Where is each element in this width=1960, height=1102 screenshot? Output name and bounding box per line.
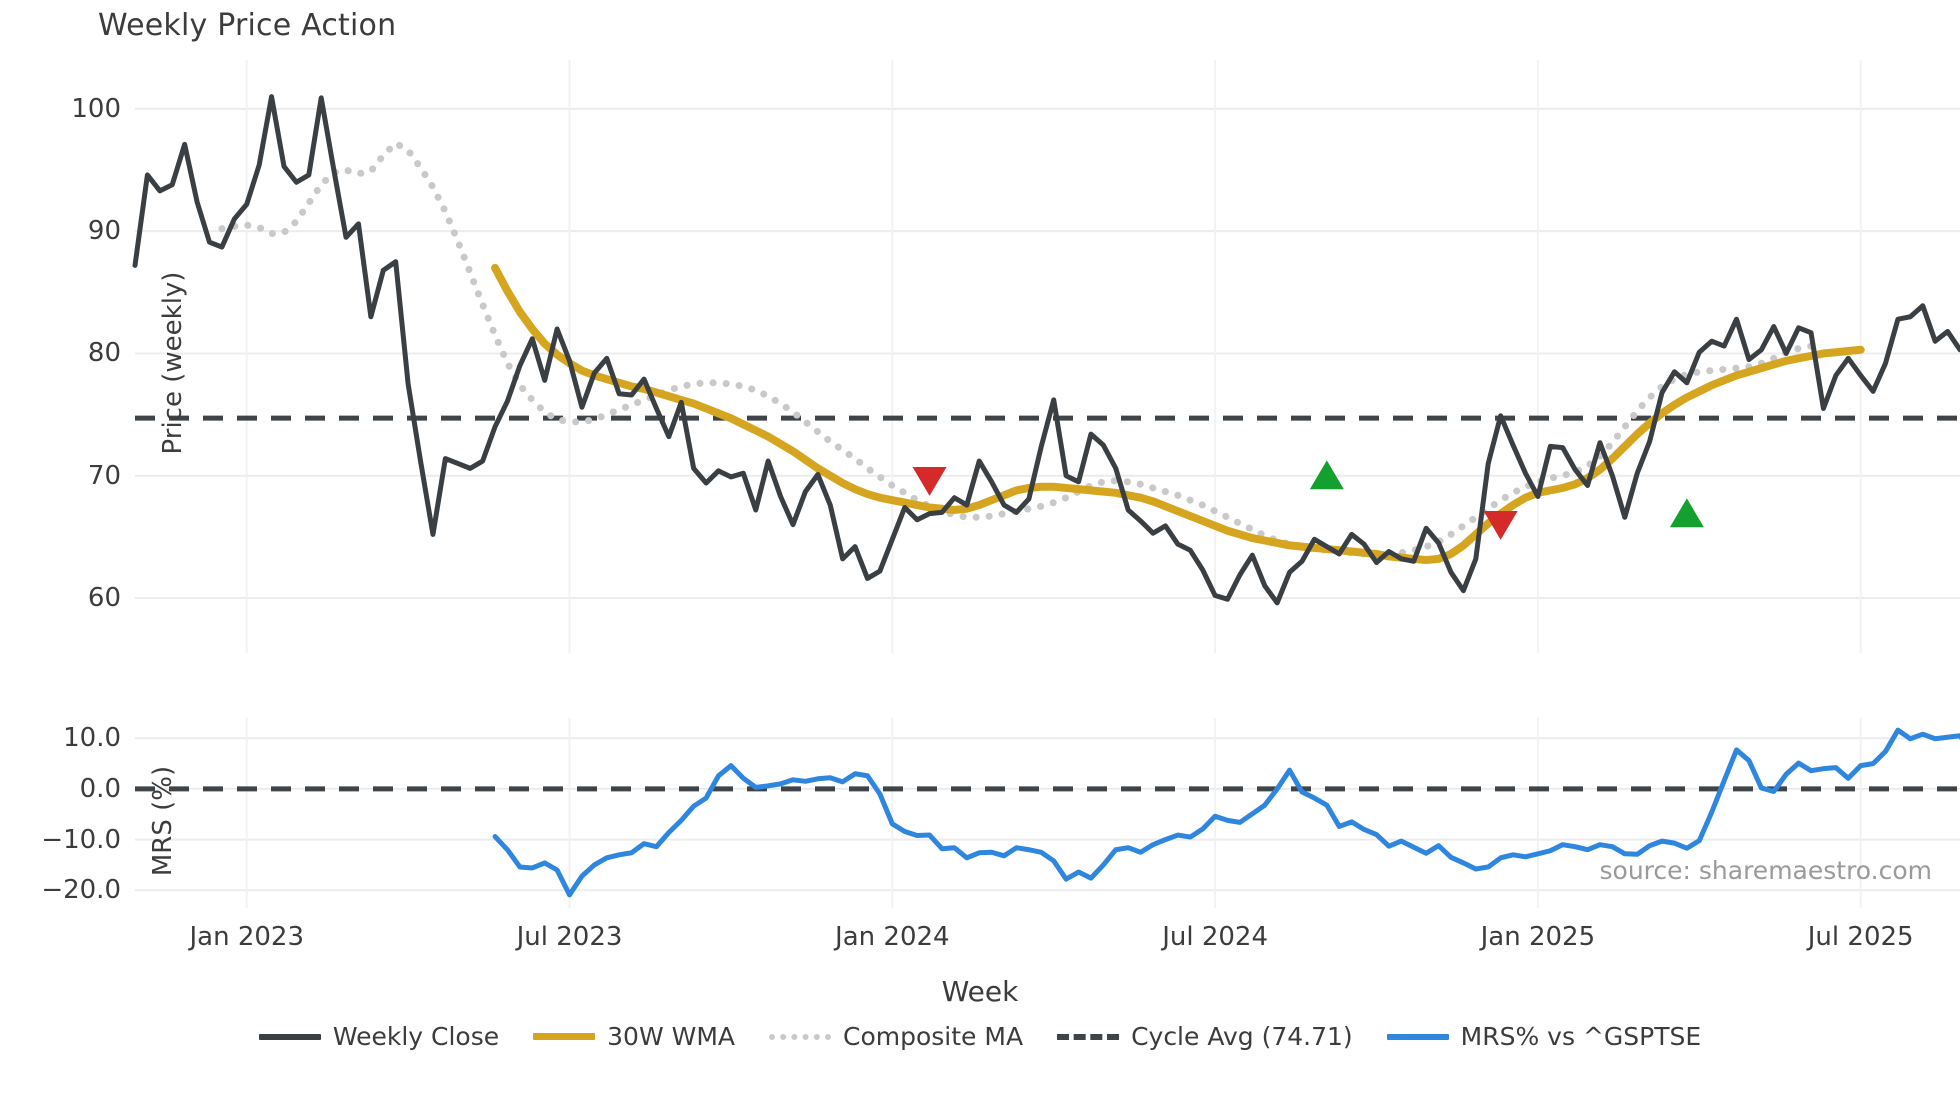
price-chart-panel: Price (weekly) 60 70 80 90 100	[71, 60, 1960, 653]
legend-swatch-icon	[1057, 1033, 1120, 1040]
legend-item[interactable]: Weekly Close	[258, 1022, 500, 1051]
price-axis-title: Price (weekly)	[158, 271, 188, 455]
legend-swatch-icon	[258, 1033, 321, 1040]
x-tick-label: Jan 2025	[1480, 922, 1596, 952]
legend-label: MRS% vs ^GSPTSE	[1460, 1022, 1702, 1051]
y-tick-label: 60	[87, 582, 121, 613]
x-tick-label: Jan 2023	[189, 922, 304, 952]
legend-label: 30W WMA	[607, 1022, 736, 1051]
legend-swatch-icon	[769, 1033, 832, 1040]
mrs-plot-area	[135, 718, 1960, 908]
legend-swatch-icon	[1386, 1033, 1449, 1040]
mrs-axis-title: MRS (%)	[148, 765, 178, 877]
x-tick-label: Jan 2024	[835, 922, 950, 952]
legend-label: Composite MA	[843, 1022, 1024, 1051]
y-tick-label: 70	[87, 460, 121, 491]
y-tick-label: −10.0	[41, 824, 121, 855]
y-tick-label: 0.0	[79, 773, 121, 804]
y-tick-label: 80	[87, 338, 121, 369]
source-watermark: source: sharemaestro.com	[1599, 856, 1933, 885]
y-tick-label: 100	[71, 93, 121, 124]
legend-item[interactable]: Composite MA	[769, 1022, 1023, 1051]
legend-item[interactable]: Cycle Avg (74.71)	[1057, 1022, 1353, 1051]
legend-swatch-icon	[533, 1033, 596, 1040]
legend-label: Cycle Avg (74.71)	[1131, 1022, 1353, 1051]
x-tick-label: Jul 2025	[1807, 922, 1914, 952]
y-tick-label: 10.0	[63, 723, 121, 754]
x-tick-label: Jul 2024	[1162, 922, 1268, 952]
page-title: Weekly Price Action	[98, 8, 397, 43]
x-axis-title: Week	[941, 975, 1019, 1008]
legend-item[interactable]: 30W WMA	[533, 1022, 735, 1051]
y-tick-label: −20.0	[41, 875, 121, 906]
y-tick-label: 90	[87, 216, 121, 247]
chart-legend: Weekly Close 30W WMA Composite MA Cycle Avg…	[0, 1022, 1960, 1051]
x-tick-label: Jul 2023	[516, 922, 623, 952]
mrs-chart-panel: MRS (%) −20.0 −10.0 0.0 10.0 Jan 2023 Jul 20…	[41, 718, 1960, 952]
legend-item[interactable]: MRS% vs ^GSPTSE	[1386, 1022, 1702, 1051]
legend-label: Weekly Close	[332, 1022, 500, 1051]
price-plot-area	[132, 60, 1960, 653]
